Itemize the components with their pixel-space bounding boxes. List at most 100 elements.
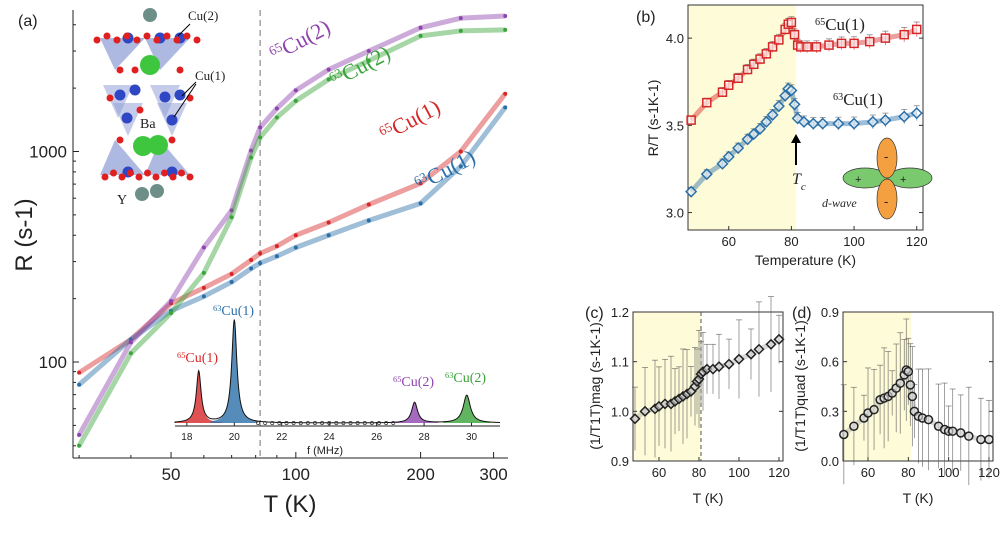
data-point-diamond (754, 122, 767, 135)
data-point (77, 433, 82, 438)
data-point-diamond (765, 338, 777, 350)
d-wave-orbital-icon (842, 137, 933, 220)
x-tick-label: 100 (728, 465, 750, 480)
o-atom (144, 169, 151, 177)
data-point (169, 298, 174, 303)
data-point-diamond (773, 333, 785, 345)
data-point-square (802, 42, 812, 52)
data-point (366, 49, 371, 54)
inset-peak-65Cu(1) (175, 371, 223, 423)
data-point-square (749, 59, 759, 70)
data-point (249, 258, 254, 263)
o-atom (169, 173, 177, 181)
inset-data-point (305, 421, 310, 425)
data-point (418, 25, 423, 30)
data-point (293, 233, 298, 238)
data-point (258, 261, 263, 266)
y-tick-label: 0.3 (821, 404, 839, 419)
cu-atom (114, 89, 126, 101)
orbital-lobe (876, 137, 898, 179)
inset-label-65cu1: 65Cu(1) (177, 351, 218, 367)
data-point-square (911, 24, 922, 35)
polyhedron (103, 85, 133, 118)
y-tick-label: 3.0 (666, 206, 684, 221)
y-tick-label: 4.0 (666, 31, 684, 46)
series-band-63Cu(2) (76, 27, 506, 448)
y-axis-label-b: R/T (s-1K-1) (645, 80, 661, 157)
ba-atom (140, 55, 160, 75)
data-point-diamond (741, 133, 754, 146)
data-point (458, 164, 463, 169)
inset-data-point (377, 421, 381, 425)
x-tick-label: 120 (906, 234, 928, 249)
d-wave-label: d-wave (822, 196, 857, 210)
data-point (503, 105, 508, 110)
o-atom (183, 32, 191, 40)
inset-peak-63Cu(1) (210, 320, 259, 423)
o-atom (113, 36, 121, 44)
data-point (293, 88, 298, 93)
data-point-diamond (745, 348, 757, 360)
y-label: Y (117, 193, 127, 208)
data-point (458, 149, 463, 154)
data-point (128, 337, 133, 342)
inset-data-point (355, 421, 360, 425)
orbital-lobe (876, 178, 898, 220)
ba-label: Ba (140, 117, 156, 132)
label-b-65cu1: 65Cu(1) (815, 15, 865, 34)
label-b-63cu1: 63Cu(1) (833, 90, 883, 109)
o-atom (116, 136, 124, 144)
data-point-square (849, 38, 859, 49)
data-point-diamond (879, 114, 892, 127)
inset-label-63cu2: 63Cu(2) (445, 371, 486, 387)
series-band-63Cu(1) (77, 105, 508, 387)
plot-frame (842, 311, 994, 462)
plus-sign: + (855, 174, 861, 186)
o-atom (186, 94, 194, 102)
o-atom (131, 66, 139, 74)
label-65cu2: 65Cu(2) (266, 14, 334, 60)
y-tick-label: 0.0 (821, 454, 839, 469)
cu2-pointer (177, 23, 191, 37)
inset-x-axis-label: f (MHz) (307, 445, 343, 457)
data-point-circle (923, 414, 934, 425)
data-point-diamond (910, 107, 923, 120)
cu1-pointer (181, 81, 197, 97)
data-point-square (899, 29, 909, 40)
data-point-square (767, 42, 778, 52)
data-point-diamond (700, 168, 713, 181)
data-point (77, 382, 82, 387)
y-axis-label: R (s-1) (11, 198, 38, 271)
y-tick-label: 1.2 (611, 305, 629, 320)
y-tick-label: 1000 (29, 142, 67, 161)
y-atom (150, 184, 164, 198)
data-point (458, 28, 463, 33)
cu-atom (174, 89, 186, 101)
data-point (249, 148, 254, 153)
x-axis-label: T (K) (264, 491, 317, 518)
plus-sign: + (900, 174, 906, 186)
data-point-square (836, 38, 847, 49)
o-atom (143, 32, 151, 40)
x-tick-label: 100 (843, 234, 865, 249)
o-atom (176, 66, 184, 74)
data-point-circle (869, 404, 879, 415)
data-point (201, 270, 206, 275)
inset-data-point (341, 421, 346, 425)
data-point (366, 202, 371, 207)
data-point (249, 266, 254, 271)
plot-frame (632, 311, 784, 462)
data-point-diamond (797, 115, 810, 128)
o-atom (193, 36, 201, 44)
minus-sign: - (884, 149, 888, 164)
o-atom (103, 32, 111, 40)
cu-atom (166, 114, 178, 126)
o-atom (106, 94, 114, 102)
label-63cu2: 63Cu(2) (326, 40, 394, 86)
x-tick-label: 60 (861, 465, 875, 480)
crystal-structure-image (93, 8, 201, 201)
o-atom (152, 173, 160, 181)
y-tick-label: 100 (39, 353, 67, 372)
